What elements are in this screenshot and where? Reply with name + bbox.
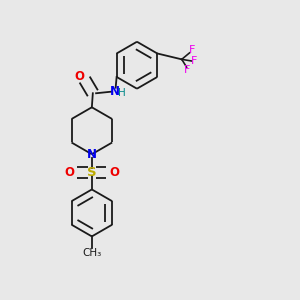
Text: F: F <box>189 45 195 55</box>
Text: F: F <box>183 65 190 75</box>
Text: O: O <box>64 166 74 179</box>
Text: CH₃: CH₃ <box>82 248 101 258</box>
Text: O: O <box>75 70 85 83</box>
Text: H: H <box>118 88 126 98</box>
Text: N: N <box>110 85 120 98</box>
Text: F: F <box>191 56 197 66</box>
Text: S: S <box>87 166 97 179</box>
Text: N: N <box>87 148 97 161</box>
Text: O: O <box>110 166 120 179</box>
